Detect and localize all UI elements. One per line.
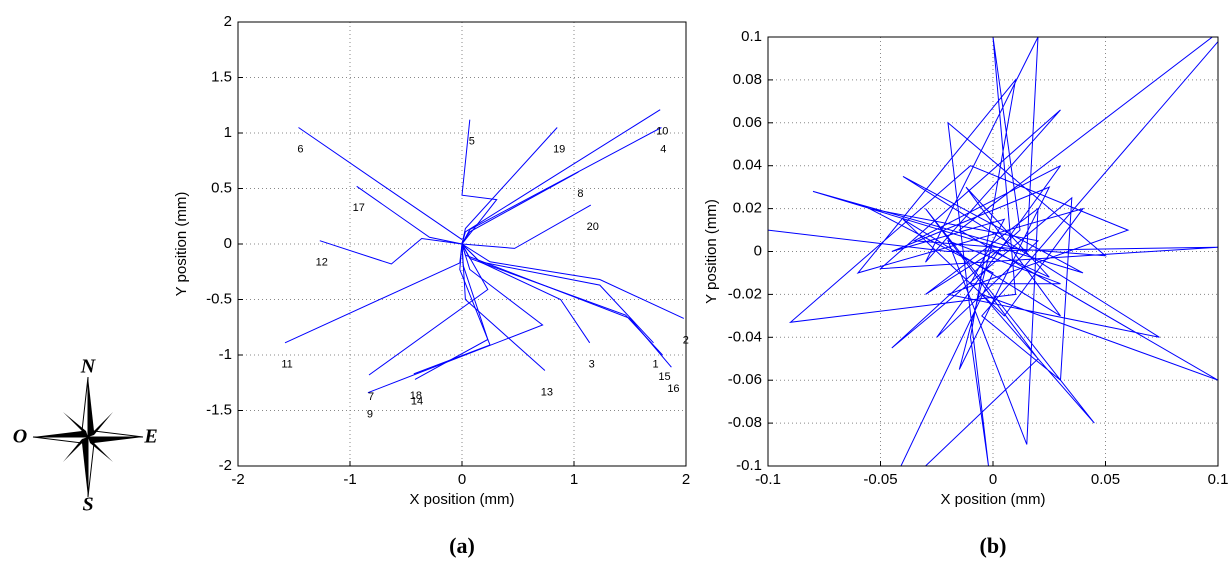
y-tick-label: -2 bbox=[219, 457, 232, 474]
y-tick-label: 0 bbox=[224, 235, 232, 252]
trajectory-label: 18 bbox=[410, 390, 422, 402]
y-tick-label: -0.04 bbox=[728, 328, 762, 345]
y-axis-label: Y position (mm) bbox=[173, 192, 190, 297]
trajectory-label: 13 bbox=[541, 386, 553, 398]
x-tick-label: -0.1 bbox=[755, 471, 781, 488]
trajectory-label: 3 bbox=[589, 359, 595, 371]
trajectory-label: 7 bbox=[368, 391, 374, 403]
y-tick-label: -0.1 bbox=[736, 457, 762, 474]
trajectory-label: 16 bbox=[667, 383, 679, 395]
panel-caption: (a) bbox=[449, 533, 475, 558]
trajectory-label: 14 bbox=[411, 395, 423, 407]
trajectory-label: 9 bbox=[367, 409, 373, 421]
trajectory-label: 6 bbox=[297, 143, 303, 155]
x-tick-label: -1 bbox=[343, 471, 356, 488]
y-tick-label: 0.04 bbox=[733, 157, 762, 174]
y-axis-label: Y position (mm) bbox=[703, 199, 720, 304]
panel-caption: (b) bbox=[980, 533, 1007, 558]
trajectory-label: 8 bbox=[577, 188, 583, 200]
trajectory bbox=[461, 204, 592, 249]
compass bbox=[32, 376, 144, 498]
x-tick-label: -2 bbox=[231, 471, 244, 488]
trajectory-label: 5 bbox=[469, 136, 475, 148]
trajectory-label: 10 bbox=[656, 126, 668, 138]
x-tick-label: 0 bbox=[989, 471, 997, 488]
x-tick-label: 1 bbox=[570, 471, 578, 488]
y-tick-label: -0.08 bbox=[728, 414, 762, 431]
trajectory bbox=[461, 119, 498, 245]
x-tick-label: 0.1 bbox=[1208, 471, 1229, 488]
x-tick-label: -0.05 bbox=[863, 471, 897, 488]
y-tick-label: 0.06 bbox=[733, 114, 762, 131]
axes-box bbox=[767, 36, 1219, 467]
compass-west: O bbox=[13, 426, 27, 448]
trajectory bbox=[461, 243, 685, 319]
trajectory-label: 11 bbox=[281, 359, 292, 371]
trajectory bbox=[367, 243, 544, 394]
trajectory bbox=[284, 243, 463, 344]
axes-box bbox=[237, 21, 687, 467]
y-tick-label: 0.5 bbox=[211, 179, 232, 196]
y-tick-label: 2 bbox=[224, 13, 232, 30]
y-tick-label: -0.06 bbox=[728, 371, 762, 388]
y-tick-label: 0 bbox=[754, 242, 762, 259]
y-tick-label: 1 bbox=[224, 124, 232, 141]
trajectory bbox=[319, 237, 463, 265]
y-tick-label: 1.5 bbox=[211, 68, 232, 85]
trajectory-label: 19 bbox=[553, 143, 565, 155]
compass-east: E bbox=[143, 426, 157, 448]
trajectory bbox=[461, 243, 591, 344]
plot-area bbox=[284, 109, 685, 394]
compass-north: N bbox=[80, 356, 97, 378]
trajectory bbox=[461, 243, 654, 344]
trajectory bbox=[298, 127, 463, 241]
x-tick-label: 2 bbox=[682, 471, 690, 488]
trajectory-label: 12 bbox=[316, 257, 328, 269]
trajectory bbox=[461, 171, 579, 245]
trajectory bbox=[768, 37, 1218, 466]
x-tick-label: 0.05 bbox=[1091, 471, 1120, 488]
plot-area bbox=[768, 37, 1218, 466]
trajectory bbox=[413, 243, 491, 375]
trajectory bbox=[461, 127, 558, 245]
y-tick-label: 0.02 bbox=[733, 200, 762, 217]
trajectory-label: 15 bbox=[658, 371, 670, 383]
trajectory-label: 17 bbox=[353, 202, 365, 214]
y-tick-label: 0.1 bbox=[741, 28, 762, 45]
x-axis-label: X position (mm) bbox=[940, 491, 1045, 508]
trajectory bbox=[356, 185, 463, 245]
trajectory-label: 1 bbox=[652, 359, 658, 371]
trajectory bbox=[461, 109, 661, 245]
y-tick-label: -0.02 bbox=[728, 285, 762, 302]
compass-south: S bbox=[82, 494, 93, 516]
y-tick-label: -1 bbox=[219, 346, 232, 363]
trajectory bbox=[461, 243, 672, 368]
y-tick-label: -0.5 bbox=[206, 290, 232, 307]
x-axis-label: X position (mm) bbox=[409, 491, 514, 508]
trajectory-label: 4 bbox=[660, 143, 666, 155]
trajectory-label: 20 bbox=[587, 221, 599, 233]
y-tick-label: 0.08 bbox=[733, 71, 762, 88]
x-tick-label: 0 bbox=[458, 471, 466, 488]
y-tick-label: -1.5 bbox=[206, 401, 232, 418]
